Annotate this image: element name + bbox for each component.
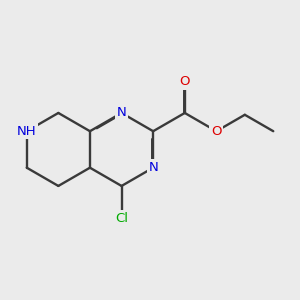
Text: NH: NH	[17, 125, 37, 138]
Text: N: N	[117, 106, 126, 119]
Text: O: O	[179, 75, 190, 88]
Text: O: O	[211, 125, 222, 138]
Text: Cl: Cl	[115, 212, 128, 225]
Text: N: N	[148, 161, 158, 174]
